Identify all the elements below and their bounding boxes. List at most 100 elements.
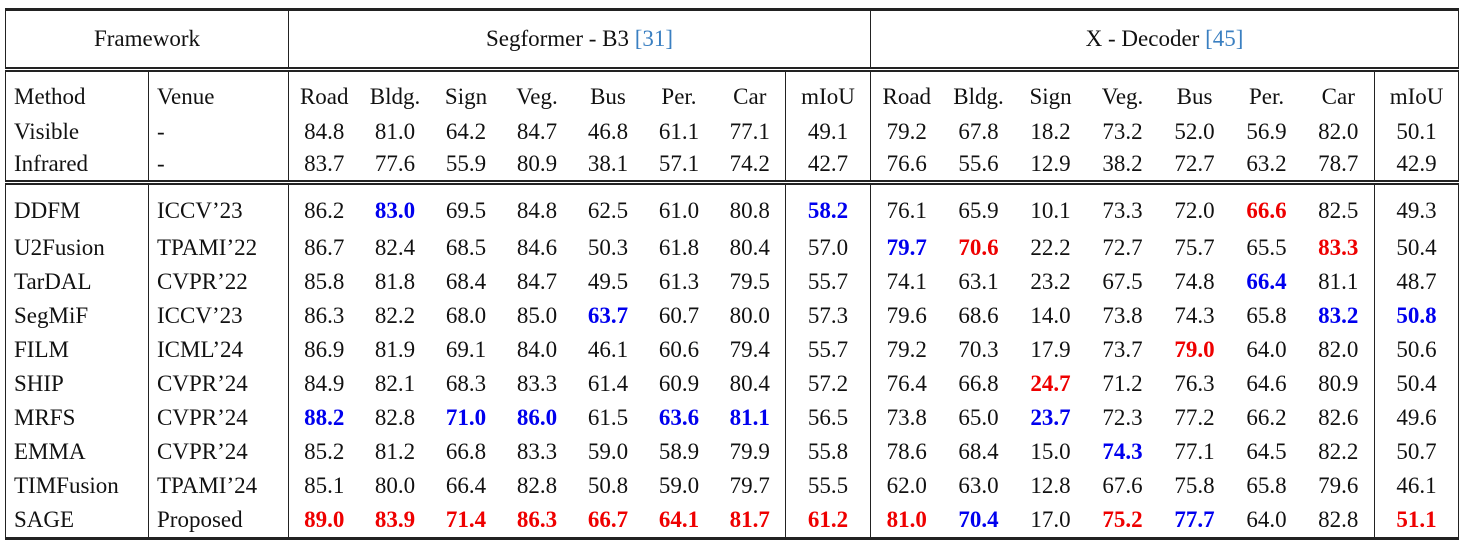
value: 85.1 [304,473,345,498]
value: 73.7 [1102,337,1143,362]
venue-header: Venue [148,69,289,116]
value-cell: 82.2 [360,299,431,333]
value-cell: 82.8 [1302,503,1375,540]
value-cell: 82.0 [1303,116,1375,148]
value-cell: 77.2 [1159,401,1231,435]
value: 74.1 [886,269,927,294]
value: 50.3 [587,235,629,260]
table-row: Framework Segformer - B3 [31] X - Decoder … [5,8,1460,72]
value: 46.8 [587,119,629,144]
value: 56.5 [807,405,849,430]
value: 50.1 [1396,119,1437,144]
value-cell: 82.0 [1303,333,1375,367]
value: 77.2 [1174,405,1215,430]
value: 82.2 [1318,439,1359,464]
value: 68.5 [445,235,487,260]
table-row: SAGE Proposed 89.0 83.9 71.4 86.3 66.7 64.1 81.7… [5,503,1460,540]
framework-label: Framework [5,8,289,72]
venue: ICCV’23 [148,299,289,333]
value-cell: 57.0 [784,231,871,265]
value-cell: 49.6 [1374,401,1460,435]
value: 77.1 [729,119,770,144]
method: DDFM [5,182,149,231]
value: 81.7 [729,507,770,532]
value-cell: 23.2 [1015,265,1087,299]
value-cell: 62.5 [573,183,644,232]
value-cell: 22.2 [1015,231,1087,265]
value: 50.8 [587,473,629,498]
value: 82.0 [1318,337,1359,362]
method: MRFS [5,401,149,435]
value-cell: 50.4 [1374,367,1460,401]
value: 51.1 [1396,507,1437,532]
value: 60.7 [658,303,700,328]
value-cell: 81.7 [714,503,786,540]
value: 75.2 [1102,507,1143,532]
value: 59.0 [658,473,700,498]
value-cell: 82.4 [360,231,431,265]
value-cell: 75.8 [1159,469,1231,503]
value: 57.1 [658,151,700,176]
value-cell: 84.8 [288,116,360,148]
value: 61.3 [658,269,700,294]
value: 70.3 [958,337,999,362]
value: 38.2 [1102,151,1143,176]
value-cell: 58.9 [644,435,715,469]
value: 55.7 [807,337,849,362]
value-cell: 46.1 [573,333,644,367]
value: 23.2 [1030,269,1071,294]
value-cell: 66.7 [572,503,644,540]
value: 64.0 [1246,507,1287,532]
value-cell: 84.0 [502,333,573,367]
value-cell: 80.9 [501,148,573,185]
value: 12.8 [1030,473,1071,498]
value-cell: 65.8 [1231,299,1303,333]
value-cell: 86.3 [288,299,360,333]
value: 80.0 [374,473,416,498]
value-cell: 84.9 [288,367,360,401]
value-cell: 50.7 [1374,435,1460,469]
value: 61.2 [807,507,849,532]
table-row: MRFS CVPR’24 88.2 82.8 71.0 86.0 61.5 63.6 81.1 5… [5,401,1460,435]
value-cell: 12.8 [1015,469,1087,503]
value: 68.3 [445,371,487,396]
value-cell: 81.8 [360,265,431,299]
value-cell: 84.8 [502,183,573,232]
value-cell: 61.8 [644,231,715,265]
value: 18.2 [1030,119,1071,144]
table-row: DDFM ICCV’23 86.2 83.0 69.5 84.8 62.5 61.0 80.8 5… [5,182,1460,232]
value: 59.0 [587,439,629,464]
value: 69.1 [445,337,487,362]
value: 82.5 [1318,198,1359,223]
value-cell: 59.0 [644,469,715,503]
value-cell: 82.1 [360,367,431,401]
value-cell: 50.8 [1374,299,1460,333]
value-cell: 50.3 [573,231,644,265]
value-cell: 46.1 [1374,469,1460,503]
value-cell: 89.0 [288,503,360,540]
value-cell: 63.1 [943,265,1015,299]
value: 50.6 [1396,337,1437,362]
table-row: SHIP CVPR’24 84.9 82.1 68.3 83.3 61.4 60.9 80.4 5… [5,367,1460,401]
value-cell: 66.8 [431,435,502,469]
value-cell: 64.6 [1231,367,1303,401]
table-row: SegMiF ICCV’23 86.3 82.2 68.0 85.0 63.7 60.7 80.… [5,299,1460,333]
value: 83.3 [1318,235,1359,260]
value-cell: 68.4 [431,265,502,299]
value-cell: 64.0 [1231,333,1303,367]
value-cell: 66.4 [1231,265,1303,299]
value-cell: 55.8 [784,435,871,469]
value-cell: 23.7 [1015,401,1087,435]
value-cell: 68.5 [431,231,502,265]
value: 55.8 [807,439,849,464]
value: 57.0 [807,235,849,260]
value: 65.8 [1246,473,1287,498]
value: 85.2 [304,439,345,464]
value: 67.5 [1102,269,1143,294]
value: 57.2 [807,371,849,396]
value-cell: 85.0 [502,299,573,333]
value: 63.0 [958,473,999,498]
value-cell: 81.0 [360,116,431,148]
table-row: Visible -84.8 81.0 64.2 84.7 46.8 61.1 77.1 49.1… [5,116,1460,148]
value: 79.2 [886,337,927,362]
